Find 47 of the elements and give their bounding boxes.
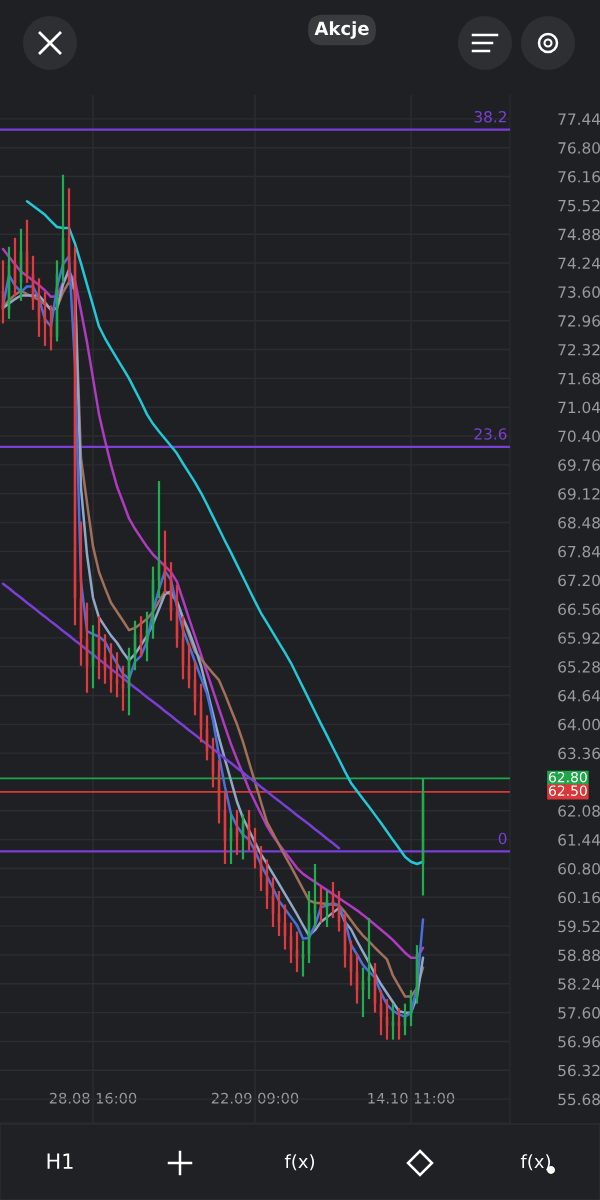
y-tick-label: 67.20 xyxy=(558,574,600,587)
y-tick-label: 69.76 xyxy=(558,459,600,471)
y-tick-label: 66.56 xyxy=(558,603,600,616)
y-tick-label: 56.96 xyxy=(558,1035,600,1048)
ref-line-label: 62.80 xyxy=(548,771,587,783)
line-series xyxy=(25,200,425,866)
y-tick-label: 58.24 xyxy=(558,978,600,990)
y-tick-label: 72.96 xyxy=(558,315,600,327)
y-tick-label: 65.92 xyxy=(558,632,600,644)
y-tick-label: 57.60 xyxy=(558,1007,600,1019)
annotation: 0 xyxy=(498,832,507,845)
y-tick-label: 63.36 xyxy=(558,747,600,760)
y-tick-label: 62.08 xyxy=(558,805,600,817)
y-tick-label: 61.44 xyxy=(558,834,600,846)
ref-line-label: 62.50 xyxy=(548,785,587,796)
y-tick-label: 58.88 xyxy=(558,949,600,961)
annotation: 38.2 xyxy=(474,111,506,123)
y-tick-label: 67.84 xyxy=(558,545,600,558)
x-tick-label: 22.09 09:00 xyxy=(211,1092,299,1104)
y-tick-label: 70.40 xyxy=(558,430,600,443)
y-tick-label: 65.28 xyxy=(558,661,600,673)
y-tick-label: 59.52 xyxy=(558,920,600,933)
y-tick-label: 76.16 xyxy=(558,171,600,183)
text: f(x) xyxy=(284,1154,315,1171)
y-tick-label: 71.68 xyxy=(558,372,600,385)
y-tick-label: 74.88 xyxy=(558,228,600,241)
y-tick-label: 71.04 xyxy=(558,401,600,414)
y-tick-label: 74.24 xyxy=(558,257,600,269)
y-tick-label: 64.64 xyxy=(558,689,600,702)
y-tick-label: 72.32 xyxy=(558,343,600,356)
y-tick-label: 56.32 xyxy=(558,1064,600,1077)
text: f(x) xyxy=(520,1154,551,1171)
text: Akcje xyxy=(314,21,369,39)
text: H1 xyxy=(47,1153,73,1169)
y-tick-label: 64.00 xyxy=(558,718,600,731)
y-tick-label: 60.16 xyxy=(558,891,600,904)
y-tick-label: 76.80 xyxy=(558,142,600,154)
y-tick-label: 68.48 xyxy=(558,516,600,529)
x-tick-label: 14.10 11:00 xyxy=(368,1092,455,1104)
y-tick-label: 77.44 xyxy=(558,113,600,125)
annotation: 23.6 xyxy=(474,428,507,440)
y-tick-label: 69.12 xyxy=(558,488,600,500)
y-tick-label: 60.80 xyxy=(558,862,600,875)
y-tick-label: 75.52 xyxy=(558,199,600,212)
y-tick-label: 55.68 xyxy=(558,1093,600,1106)
x-tick-label: 28.08 16:00 xyxy=(49,1092,137,1104)
y-tick-label: 73.60 xyxy=(558,286,600,298)
